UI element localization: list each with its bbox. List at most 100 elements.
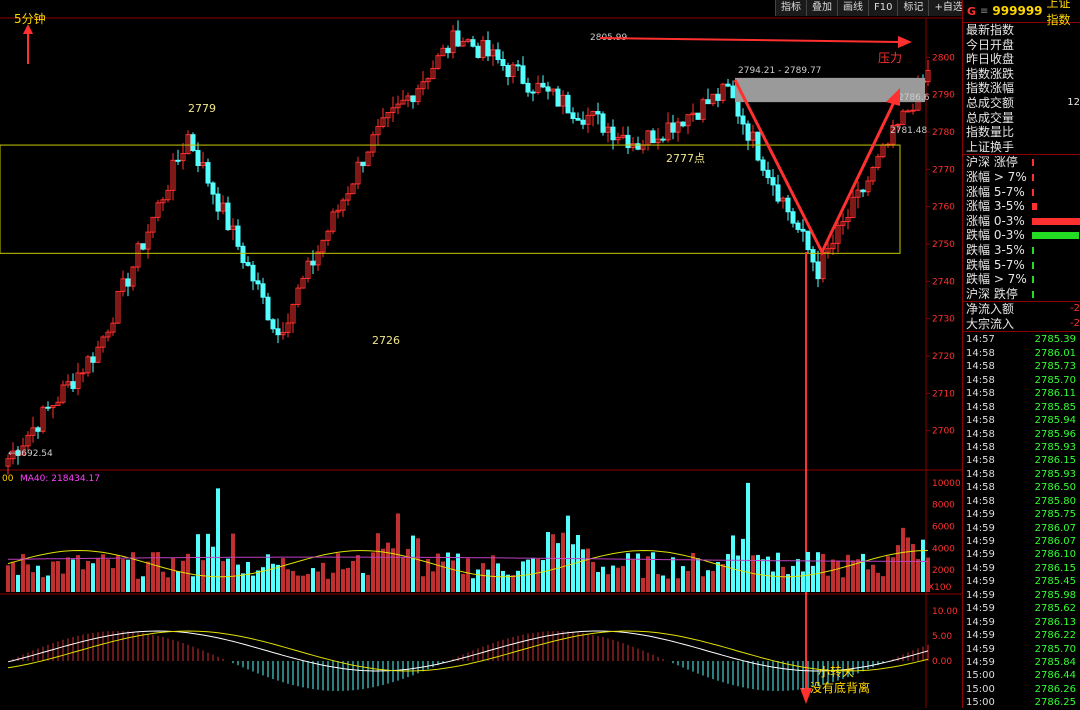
volume-bar — [861, 553, 865, 592]
candle-body — [255, 280, 261, 285]
stat-label: 昨日收盘 — [966, 52, 1015, 67]
volume-bar — [261, 567, 265, 592]
volume-bar — [106, 559, 110, 592]
volume-bar — [521, 561, 525, 592]
tick-row: 14:58 2785.94 — [963, 414, 1080, 427]
candle-body — [730, 85, 736, 99]
volume-bar — [471, 578, 475, 592]
distribution-bar — [1032, 246, 1035, 254]
volume-bar — [921, 539, 925, 592]
candle-body — [15, 450, 21, 456]
price-tick-label: 2750 — [932, 240, 955, 250]
tick-row: 14:59 2786.10 — [963, 548, 1080, 561]
candle-body — [370, 134, 376, 153]
tick-price: 2785.62 — [1034, 603, 1076, 615]
volume-bar — [276, 564, 280, 592]
candle-body — [895, 123, 901, 126]
candle-body — [365, 151, 371, 167]
volume-bar — [466, 558, 470, 592]
tick-time: 14:58 — [966, 468, 995, 480]
stat-label: 指数涨跌 — [966, 66, 1015, 81]
candle-body — [580, 119, 586, 125]
timeframe-label[interactable]: 5分钟 — [14, 12, 46, 26]
volume-bar — [141, 576, 145, 592]
tick-time: 14:58 — [966, 361, 995, 373]
candle-body — [305, 260, 311, 279]
tick-row: 14:59 2786.13 — [963, 616, 1080, 629]
stat-row: 上证换手 — [963, 140, 1080, 155]
candle-body — [835, 224, 841, 244]
candle-body — [165, 189, 171, 201]
volume-bar — [771, 571, 775, 592]
volume-bar — [96, 558, 100, 592]
f10-button[interactable]: F10 — [868, 0, 898, 16]
price-tick-label: 2740 — [932, 277, 955, 287]
volume-bar — [381, 548, 385, 592]
volume-bar — [631, 558, 635, 592]
candle-body — [5, 458, 11, 467]
candle-body — [130, 266, 136, 287]
flow-value: -2 — [1070, 303, 1080, 315]
volume-bar — [766, 556, 770, 592]
volume-bar — [536, 558, 540, 592]
distribution-label: 跌幅 3-5% — [966, 242, 1025, 257]
volume-bar — [446, 552, 450, 592]
distribution-label: 跌幅 5-7% — [966, 257, 1025, 272]
distribution-bar — [1032, 173, 1034, 181]
tick-time: 15:00 — [966, 670, 995, 682]
volume-bar — [501, 570, 505, 592]
price-tick-label: 2710 — [932, 389, 955, 399]
volume-bar — [216, 488, 220, 592]
candle-body — [700, 99, 706, 120]
volume-bar — [146, 561, 150, 592]
candle-body — [485, 40, 491, 57]
stat-label: 最新指数 — [966, 23, 1015, 37]
volume-bar — [821, 553, 825, 592]
candle-body — [275, 328, 281, 336]
candle-body — [475, 45, 481, 58]
consolidation-box — [0, 144, 901, 254]
candle-body — [150, 216, 156, 233]
volume-bar — [511, 575, 515, 592]
volume-bar — [601, 566, 605, 592]
candle-body — [610, 126, 616, 141]
candles — [5, 20, 931, 475]
volume-bar — [281, 558, 285, 592]
volume-bar — [91, 563, 95, 592]
tick-row: 14:58 2785.73 — [963, 360, 1080, 373]
menu-icon[interactable]: ≡ — [980, 5, 989, 17]
stat-row: 总成交量 — [963, 111, 1080, 126]
candle-body — [315, 251, 321, 266]
flow-row: 净流入额 -2 — [963, 302, 1080, 317]
candle-body — [505, 65, 511, 78]
volume-tick-label: 8000 — [932, 501, 955, 511]
volume-bar — [546, 532, 550, 592]
tick-time: 14:59 — [966, 549, 995, 561]
add-watchlist-button[interactable]: +自选 — [928, 0, 968, 16]
mark-button[interactable]: 标记 — [897, 0, 929, 16]
volume-bar — [326, 578, 330, 592]
volume-bar — [596, 571, 600, 592]
tick-price: 2785.45 — [1034, 576, 1076, 588]
tick-time: 14:59 — [966, 509, 995, 521]
candle-body — [855, 189, 861, 198]
volume-bar — [456, 553, 460, 592]
draw-line-button[interactable]: 画线 — [837, 0, 868, 16]
volume-bar — [386, 542, 390, 592]
pivot-label: 2726 — [372, 334, 400, 347]
volume-bar — [901, 527, 905, 592]
volume-bar — [541, 560, 545, 592]
kline-chart[interactable]: 2700 2710 2720 2730 2740 2750 2760 2770 2780 2790… — [0, 0, 962, 708]
overlay-button[interactable]: 叠加 — [806, 0, 837, 16]
volume-bar — [811, 565, 815, 592]
candle-body — [725, 83, 731, 87]
volume-bar — [656, 574, 660, 592]
tick-row: 14:59 2786.22 — [963, 629, 1080, 642]
tick-price: 2785.94 — [1034, 415, 1076, 427]
indicator-button[interactable]: 指标 — [775, 0, 806, 16]
volume-bar — [241, 573, 245, 592]
volume-bar — [806, 551, 810, 592]
tick-row: 14:59 2786.07 — [963, 522, 1080, 535]
volume-bar — [676, 578, 680, 592]
tick-row: 14:57 2785.39 — [963, 333, 1080, 346]
